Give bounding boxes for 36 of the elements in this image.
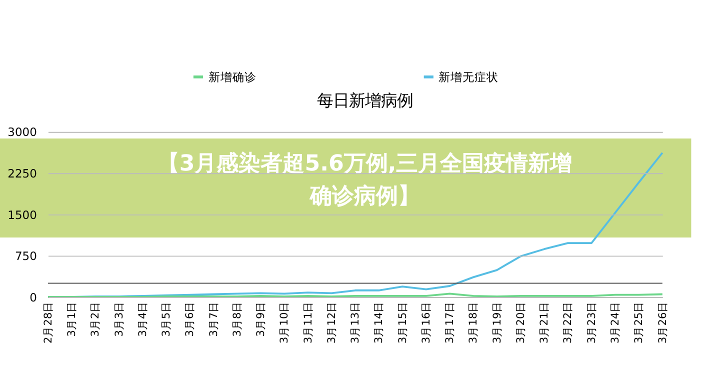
x-tick-label: 3月8日 bbox=[231, 301, 244, 337]
x-tick-label: 3月18日 bbox=[468, 301, 480, 344]
x-tick-label: 3月1日 bbox=[66, 301, 78, 337]
x-tick-label: 3月13日 bbox=[350, 301, 362, 344]
x-tick-label: 3月21日 bbox=[538, 301, 551, 344]
x-tick-label: 3月4日 bbox=[136, 301, 149, 337]
x-tick-label: 3月10日 bbox=[278, 301, 291, 344]
x-tick-label: 3月16日 bbox=[420, 301, 432, 344]
x-tick-label: 3月9日 bbox=[255, 301, 268, 337]
y-tick-label: 1500 bbox=[8, 208, 37, 222]
x-tick-label: 3月2日 bbox=[90, 301, 102, 337]
x-tick-label: 3月24日 bbox=[610, 301, 622, 344]
y-tick-label: 0 bbox=[30, 290, 37, 304]
x-tick-label: 3月12日 bbox=[326, 301, 338, 344]
y-tick-label: 2250 bbox=[8, 166, 37, 180]
x-tick-label: 3月14日 bbox=[373, 301, 386, 344]
x-tick-label: 3月6日 bbox=[184, 301, 196, 337]
x-tick-label: 3月19日 bbox=[491, 301, 504, 344]
band-label: 【3月感染者超5.6万例,三月全国疫情新增确诊病例】 bbox=[157, 150, 572, 209]
x-tick-label: 3月11日 bbox=[302, 301, 314, 344]
chart-title: 每日新增病例 bbox=[316, 90, 413, 110]
x-tick-label: 3月23日 bbox=[586, 301, 598, 344]
x-tick-label: 3月15日 bbox=[396, 301, 409, 344]
x-tick-label: 3月5日 bbox=[160, 301, 173, 337]
x-tick-label: 3月22日 bbox=[562, 301, 574, 344]
x-tick-label: 3月20日 bbox=[514, 301, 527, 344]
x-tick-label: 3月7日 bbox=[208, 301, 220, 337]
x-tick-label: 3月17日 bbox=[444, 301, 456, 344]
legend-label: 新增无症状 bbox=[438, 70, 499, 84]
y-tick-label: 750 bbox=[14, 249, 37, 264]
x-tick-label: 2月28日 bbox=[42, 301, 54, 344]
legend-label: 新增确诊 bbox=[208, 70, 256, 84]
x-tick-label: 3月3日 bbox=[113, 301, 126, 337]
y-tick-label: 3000 bbox=[8, 125, 37, 140]
x-tick-label: 3月25日 bbox=[633, 301, 646, 344]
x-tick-label: 3月26日 bbox=[656, 301, 669, 344]
